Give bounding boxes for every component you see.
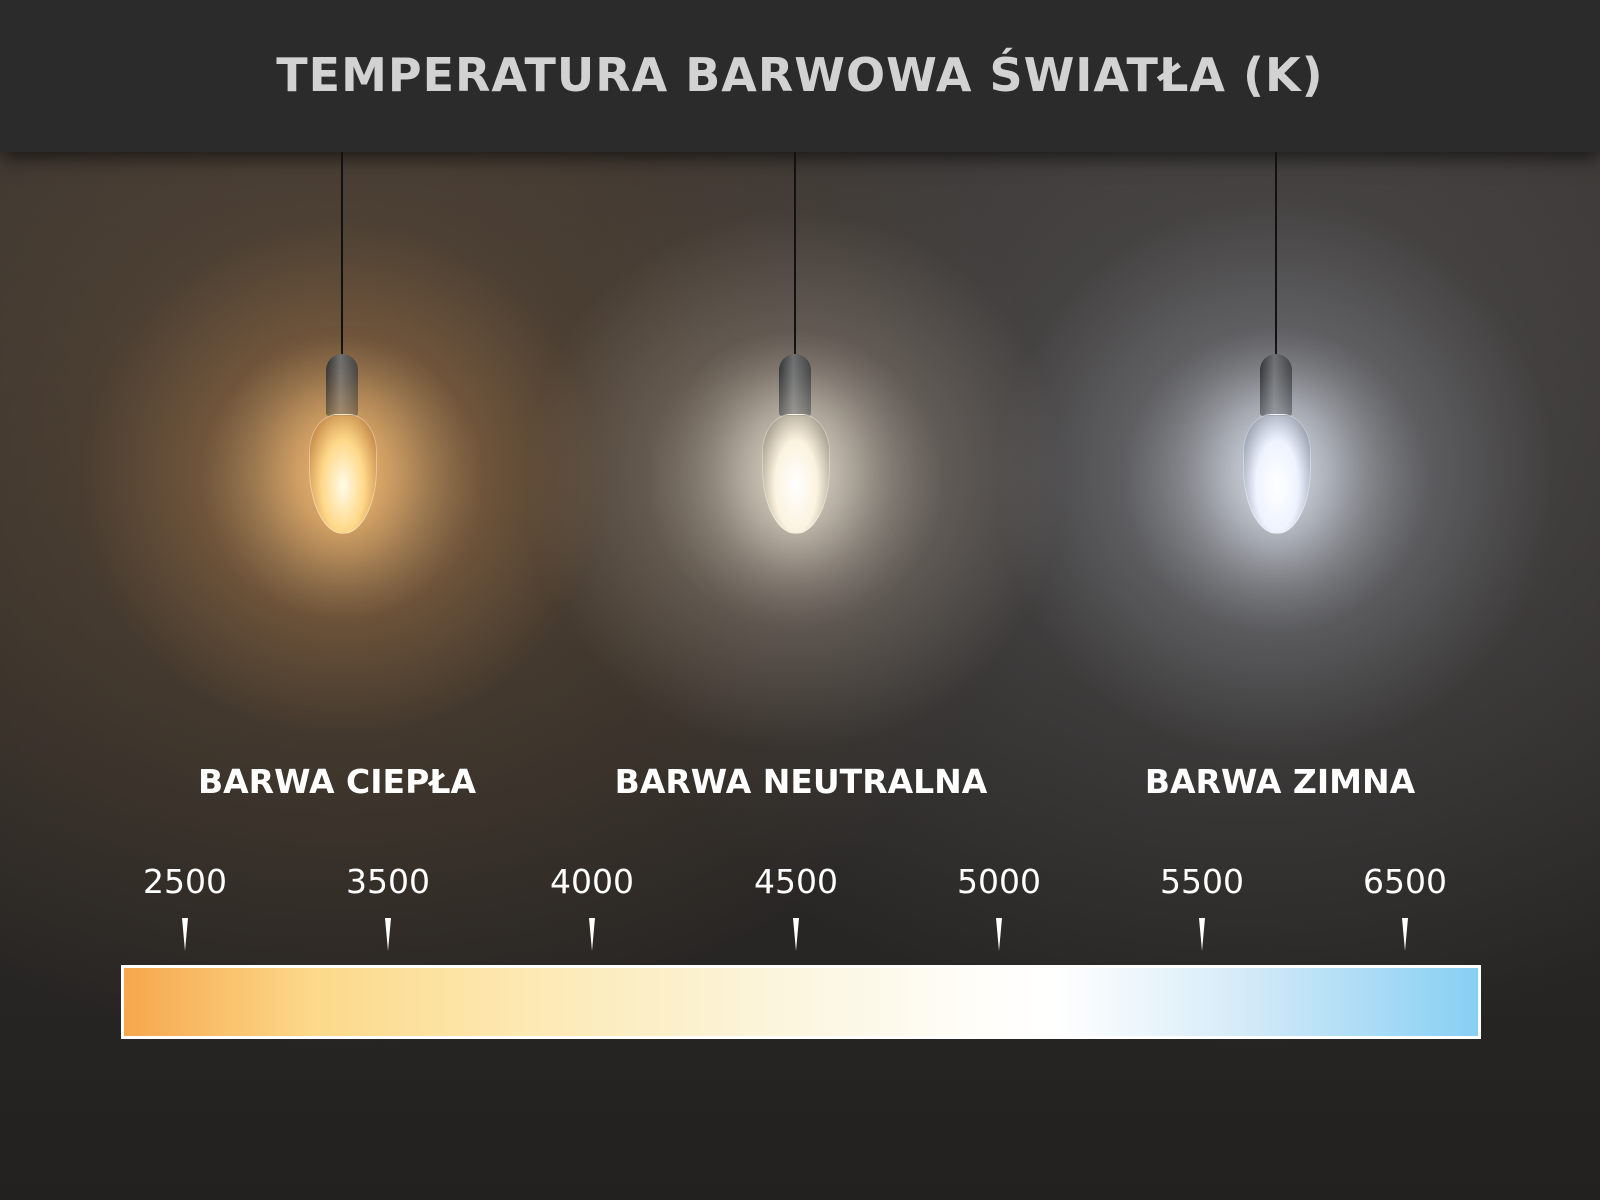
socket <box>779 354 811 416</box>
tick-label: 4500 <box>754 862 838 901</box>
tick-marker <box>996 918 1002 951</box>
tick-marker <box>1199 918 1205 951</box>
socket <box>326 354 358 416</box>
lightbulb-icon <box>762 414 830 534</box>
tick-label: 5000 <box>957 862 1041 901</box>
category-neutral: BARWA NEUTRALNA <box>614 762 988 801</box>
tick-marker <box>589 918 595 951</box>
tick-label: 3500 <box>346 862 430 901</box>
category-warm: BARWA CIEPŁA <box>197 762 477 801</box>
tick-marker <box>182 918 188 951</box>
tick-marker <box>385 918 391 951</box>
tick-label: 5500 <box>1160 862 1244 901</box>
tick-label: 6500 <box>1363 862 1447 901</box>
page-title: TEMPERATURA BARWOWA ŚWIATŁA (K) <box>276 48 1324 102</box>
cord <box>341 152 343 356</box>
tick-marker <box>793 918 799 951</box>
tick-label: 2500 <box>143 862 227 901</box>
category-cool: BARWA ZIMNA <box>1144 762 1416 801</box>
color-temperature-gradient-bar <box>121 965 1481 1039</box>
cord <box>1275 152 1277 356</box>
tick-label: 4000 <box>550 862 634 901</box>
lightbulb-icon <box>1243 414 1311 534</box>
tick-marker <box>1402 918 1408 951</box>
socket <box>1260 354 1292 416</box>
cord <box>794 152 796 356</box>
lightbulb-icon <box>309 414 377 534</box>
header-band: TEMPERATURA BARWOWA ŚWIATŁA (K) <box>0 0 1600 152</box>
